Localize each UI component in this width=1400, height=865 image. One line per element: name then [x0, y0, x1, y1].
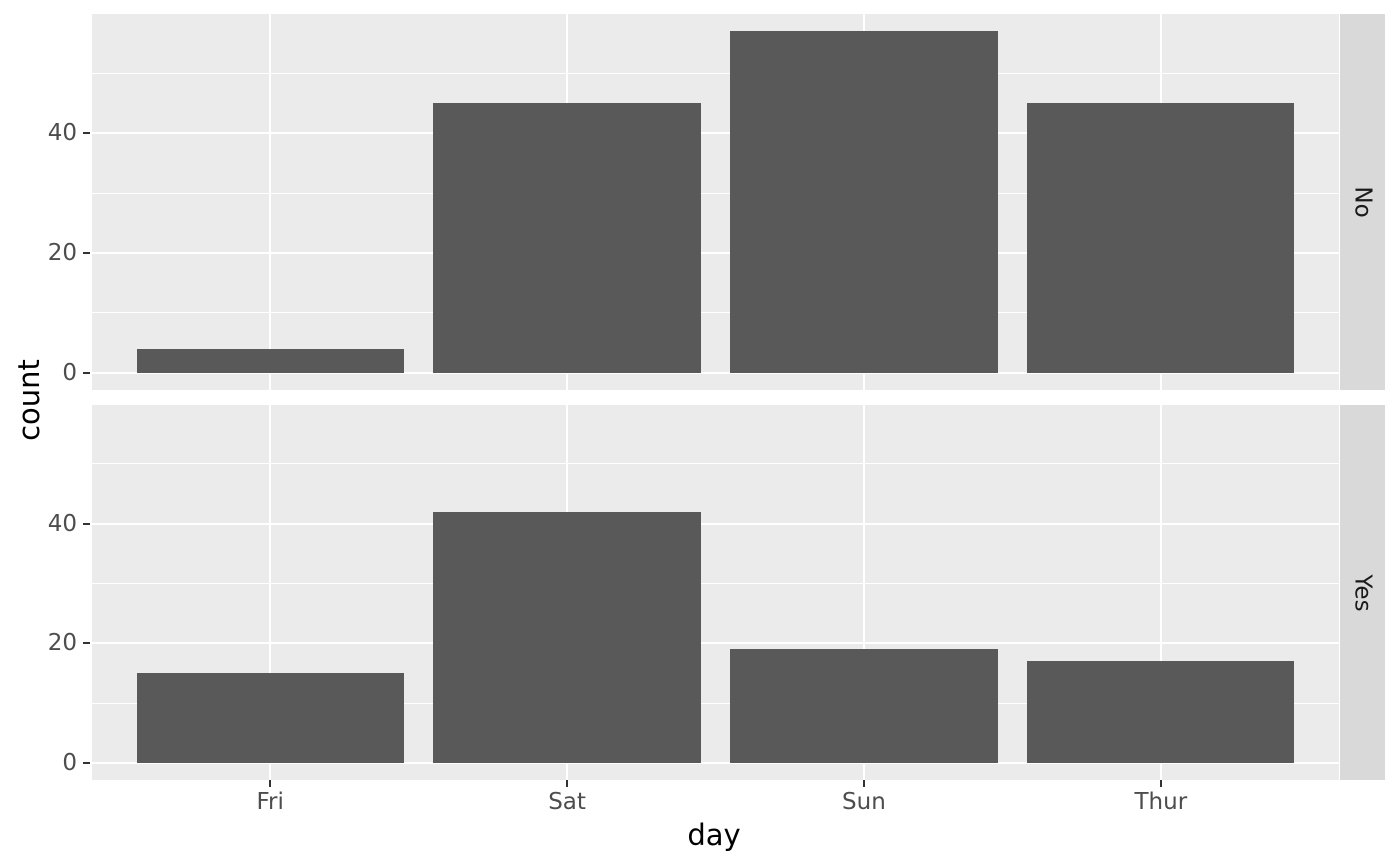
bar-sun-no: [730, 31, 998, 373]
gridline-major-vertical: [862, 405, 865, 780]
gridline-major: [92, 251, 1339, 254]
gridline-major: [92, 371, 1339, 374]
y-tick-label: 40: [47, 510, 77, 537]
bar-thur-no: [1027, 103, 1295, 373]
y-tick-mark: [83, 251, 90, 254]
facet-strip-label: Yes: [1349, 573, 1376, 612]
gridline-major-vertical: [1159, 405, 1162, 780]
x-tick-label: Sun: [842, 789, 886, 815]
y-tick-label: 40: [47, 120, 77, 147]
gridline-minor: [92, 192, 1339, 194]
gridline-minor: [92, 72, 1339, 74]
y-tick-mark: [83, 642, 90, 645]
gridline-major: [92, 132, 1339, 135]
facet-panel-no: [92, 14, 1339, 390]
x-tick-mark: [269, 780, 272, 787]
gridline-major: [92, 642, 1339, 645]
facet-strip-no: No: [1340, 14, 1385, 390]
x-tick-label: Fri: [256, 789, 284, 815]
bar-sun-yes: [730, 649, 998, 763]
y-tick-label: 20: [47, 239, 77, 266]
facet-strip-label: No: [1349, 186, 1376, 218]
gridline-major: [92, 522, 1339, 525]
gridline-major: [92, 761, 1339, 764]
x-tick-mark: [566, 780, 569, 787]
facet-panel-yes: [92, 405, 1339, 780]
bar-fri-yes: [136, 673, 404, 763]
facet-strip-yes: Yes: [1340, 405, 1385, 780]
x-tick-label: Sat: [548, 789, 586, 815]
x-tick-mark: [862, 780, 865, 787]
y-tick-mark: [83, 761, 90, 764]
y-tick-label: 0: [62, 359, 77, 386]
bar-sat-yes: [433, 511, 701, 763]
gridline-minor: [92, 312, 1339, 314]
gridline-major-vertical: [269, 405, 272, 780]
y-tick-mark: [83, 132, 90, 135]
x-axis-title: day: [687, 818, 741, 852]
bar-fri-no: [136, 348, 404, 373]
y-tick-label: 0: [62, 749, 77, 776]
bar-sat-no: [433, 103, 701, 373]
y-tick-mark: [83, 371, 90, 374]
x-tick-label: Thur: [1134, 789, 1188, 815]
gridline-major-vertical: [269, 14, 272, 390]
y-tick-mark: [83, 522, 90, 525]
x-tick-mark: [1159, 780, 1162, 787]
y-tick-label: 20: [47, 630, 77, 657]
bar-thur-yes: [1027, 661, 1295, 763]
gridline-minor: [92, 583, 1339, 585]
y-axis-title: count: [12, 359, 46, 441]
gridline-minor: [92, 702, 1339, 704]
gridline-minor: [92, 463, 1339, 465]
